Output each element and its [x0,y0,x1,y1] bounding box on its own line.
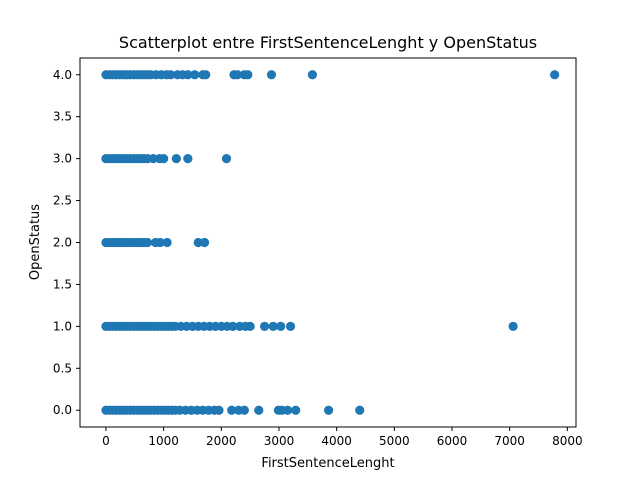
data-point-29 [307,70,318,80]
x-tick-label-5: 5000 [379,434,410,448]
data-point-142 [283,405,293,415]
points-layer [101,70,560,415]
y-tick-label-3: 1.5 [53,277,72,291]
data-point-66 [193,237,203,248]
y-tick-label-6: 3.0 [53,152,72,166]
y-axis: 0.0 0.5 1.0 1.5 2.0 2.5 3.0 3.5 4.0 [53,68,80,417]
x-tick-label-3: 3000 [264,434,295,448]
y-tick-label-2: 1.0 [53,319,72,333]
data-point-20 [183,70,193,80]
data-point-105 [285,321,296,331]
x-tick-label-0: 0 [102,434,110,448]
x-tick-label-6: 6000 [437,434,468,448]
x-axis: 0 1000 2000 3000 4000 5000 6000 7000 8000 [102,427,583,448]
data-point-48 [183,154,193,164]
x-tick-label-1: 1000 [148,434,179,448]
data-point-21 [190,70,200,80]
data-point-106 [508,321,518,331]
data-point-47 [171,154,181,164]
data-point-144 [323,405,334,415]
data-point-103 [268,321,278,331]
y-tick-label-5: 2.5 [53,194,72,208]
data-point-139 [254,405,264,415]
data-point-27 [243,70,253,80]
x-tick-label-2: 2000 [206,434,237,448]
data-point-28 [266,70,277,80]
y-axis-label: OpenStatus [28,204,43,280]
data-point-145 [355,405,365,415]
data-point-64 [155,237,165,248]
y-tick-label-1: 0.5 [53,361,72,375]
data-point-102 [259,321,270,331]
data-point-25 [232,70,243,80]
x-tick-label-7: 7000 [494,434,525,448]
data-point-17 [165,70,176,80]
x-tick-label-8: 8000 [552,434,583,448]
data-point-65 [162,237,172,248]
data-point-67 [199,237,210,248]
y-tick-label-4: 2.0 [53,236,72,250]
data-point-143 [291,405,301,415]
data-point-44 [148,154,158,164]
data-point-135 [214,405,224,415]
data-point-23 [201,70,211,80]
data-point-30 [550,70,560,80]
data-point-101 [245,321,255,331]
y-tick-label-8: 4.0 [53,68,72,82]
x-axis-label: FirstSentenceLenght [261,456,394,471]
y-tick-label-0: 0.0 [53,403,72,417]
data-point-62 [142,237,153,248]
data-point-104 [276,321,286,331]
y-tick-label-7: 3.5 [53,110,72,124]
data-point-98 [228,321,238,331]
data-point-138 [239,405,249,415]
data-point-49 [221,154,232,164]
data-point-46 [159,154,169,164]
data-point-136 [227,405,237,415]
chart-title: Scatterplot entre FirstSentenceLenght y … [119,33,537,52]
x-tick-label-4: 4000 [321,434,352,448]
